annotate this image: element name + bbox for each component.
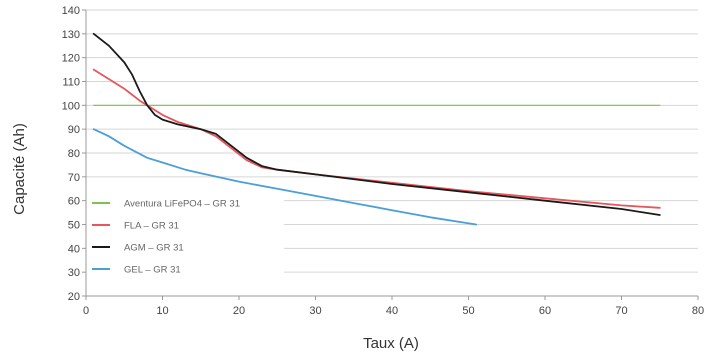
x-tick-label: 20 [233,305,245,317]
y-tick-label: 30 [68,267,80,279]
y-tick-label: 100 [62,100,80,112]
y-tick-label: 50 [68,220,80,232]
series-line [92,68,661,209]
x-tick-label: 80 [692,305,704,317]
y-tick-label: 70 [68,172,80,184]
x-tick-label: 50 [462,305,474,317]
y-tick-label: 130 [62,29,80,41]
y-tick-label: 140 [62,5,80,17]
y-tick-label: 90 [68,124,80,136]
y-tick-label: 20 [68,291,80,303]
series-line [92,128,477,226]
y-tick-label: 110 [62,77,80,89]
series-lines [92,32,661,226]
legend-label: FLA – GR 31 [124,221,179,232]
x-tick-label: 10 [156,305,168,317]
grid-lines [86,9,698,273]
legend-label: Aventura LiFePO4 – GR 31 [124,199,240,210]
x-tick-label: 0 [83,305,89,317]
legend-label: AGM – GR 31 [124,243,184,254]
y-tick-label: 60 [68,196,80,208]
y-tick-label: 80 [68,148,80,160]
axes: 20 30 40 50 60 70 80 90 100 110 120 130 140 0 10 20 30 40… [62,5,704,317]
y-tick-label: 40 [68,243,80,255]
x-axis-label: Taux (A) [363,335,419,352]
y-tick-label: 120 [62,53,80,65]
legend-label: GEL – GR 31 [124,265,181,276]
y-axis-label: Capacité (Ah) [11,123,28,215]
x-tick-label: 40 [386,305,398,317]
series-line [92,32,661,216]
x-tick-label: 60 [539,305,551,317]
legend: Aventura LiFePO4 – GR 31 FLA – GR 31 AGM –… [92,199,240,276]
x-tick-label: 70 [615,305,627,317]
x-tick-label: 30 [309,305,321,317]
